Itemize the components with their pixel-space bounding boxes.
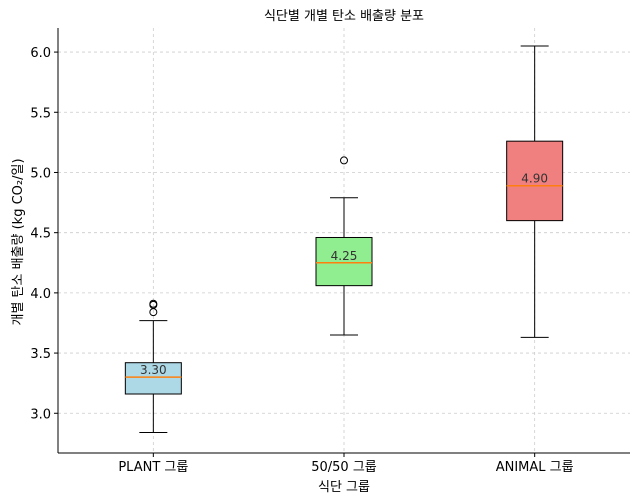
box-3-iqr-rect: [506, 140, 564, 222]
y-tick-label: 4.0: [30, 287, 51, 302]
x-tick-label: PLANT 그룹: [118, 460, 188, 475]
box-2-median-label: 4.25: [331, 249, 358, 263]
box-2-iqr-rect: [315, 236, 373, 287]
box-1-iqr-rect: [124, 362, 182, 395]
box-1-median-label: 3.30: [140, 363, 167, 377]
y-tick-label: 4.5: [30, 227, 51, 242]
y-tick-label: 3.0: [30, 407, 51, 422]
y-axis-title: 개별 탄소 배출량 (kg CO₂/일): [11, 158, 26, 325]
y-tick-label: 6.0: [30, 46, 51, 61]
chart-title: 식단별 개별 탄소 배출량 분포: [264, 9, 424, 24]
box-1-outlier: [149, 299, 158, 308]
x-tick-label: 50/50 그룹: [311, 460, 377, 475]
box-2-outlier: [340, 156, 348, 165]
axis-layer: 3.0 3.5 4.0 4.5 5.0 5.5 6.0 PLANT 그룹 50/50 그룹 ANI…: [30, 28, 630, 475]
box-layer: 3.30 4.25 4.90: [124, 45, 564, 434]
x-tick-label: ANIMAL 그룹: [496, 460, 574, 475]
x-axis-title: 식단 그룹: [318, 480, 370, 495]
y-tick-label: 3.5: [30, 347, 51, 362]
y-tick-label: 5.5: [30, 106, 51, 121]
box-3-median-label: 4.90: [521, 172, 548, 186]
y-tick-label: 5.0: [30, 166, 51, 181]
